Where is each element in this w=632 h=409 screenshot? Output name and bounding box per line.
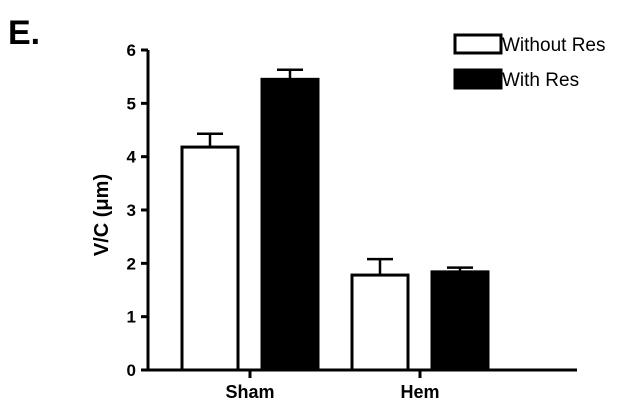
y-tick-label: 4: [127, 148, 137, 167]
bar-without-res-hem: [350, 273, 410, 372]
bar-without-res-sham: [180, 145, 240, 372]
panel-label: E.: [8, 14, 40, 52]
y-tick-label: 2: [127, 254, 136, 273]
x-tick-label: Hem: [400, 382, 439, 402]
legend-label: With Res: [502, 70, 579, 91]
plot-area: 0 1 2 3 4 5 6 Sham Hem: [127, 41, 577, 402]
legend-swatch: [453, 33, 503, 55]
legend-swatch: [453, 68, 503, 90]
y-tick-label: 1: [127, 308, 136, 327]
bar-with-res-sham: [260, 77, 320, 372]
y-axis-label: V/C (μm): [91, 174, 113, 256]
bar-with-res-hem: [430, 270, 490, 372]
x-tick-label: Sham: [225, 382, 274, 402]
legend: Without Res With Res: [453, 33, 605, 91]
legend-label: Without Res: [502, 35, 605, 56]
y-tick-label: 6: [127, 41, 136, 60]
y-tick-label: 3: [127, 201, 136, 220]
y-tick-label: 5: [127, 94, 136, 113]
y-tick-label: 0: [127, 361, 136, 380]
